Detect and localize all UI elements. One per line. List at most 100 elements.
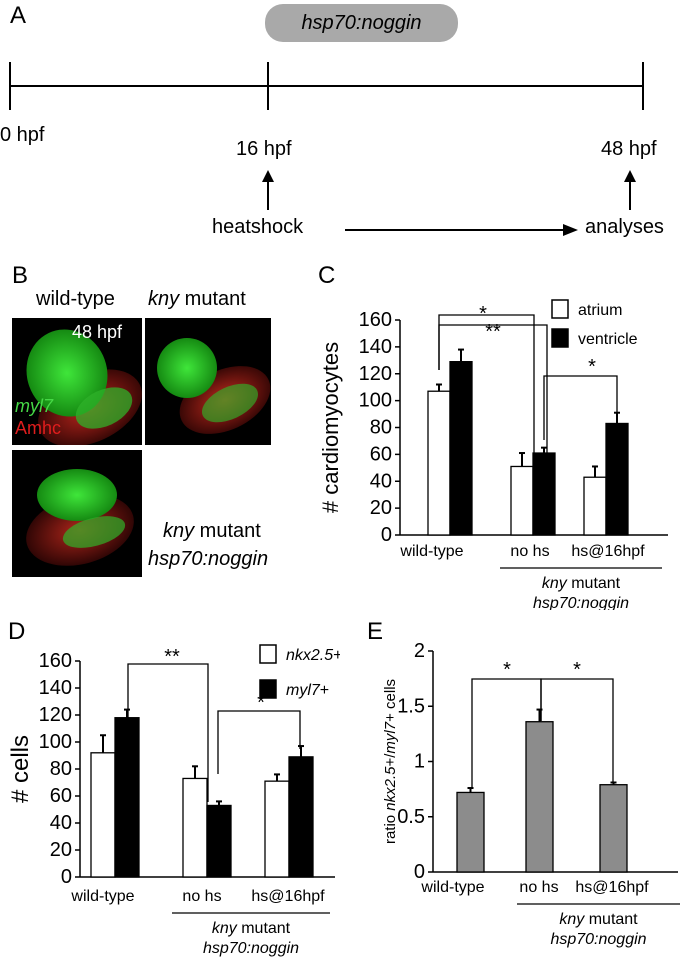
group-label-line1: kny mutant	[212, 920, 291, 937]
kny-noggin-title-line2: hsp70:noggin	[148, 548, 269, 570]
bar-nkx25-2	[264, 780, 290, 878]
legend-swatch	[551, 328, 569, 348]
label-16hpf: 16 hpf	[236, 138, 292, 160]
y-tick-label: 20	[50, 839, 72, 861]
category-label: hs@16hpf	[251, 888, 325, 905]
panel-d-label: D	[8, 618, 26, 645]
bar-series-2	[599, 784, 628, 873]
group-label-line2: hsp70:noggin	[203, 940, 299, 957]
category-label: hs@16hpf	[571, 543, 645, 560]
chart-c: 0 20 40 60 80 100 120 140 160 # cardiomyocytes wil…	[318, 299, 668, 610]
label-analyses: analyses	[585, 216, 664, 238]
significance-bracket	[217, 710, 301, 774]
chart-e: 0 0.5 1 1.5 2 ratio nkx2.5+/myl7+ cells wild-t…	[382, 640, 680, 948]
bar-series-1	[525, 721, 554, 873]
bar-atrium-1	[510, 465, 534, 536]
label-48hpf: 48 hpf	[601, 138, 657, 160]
category-label: no hs	[519, 879, 558, 896]
legend-swatch	[551, 299, 569, 319]
y-tick-label: 40	[50, 812, 72, 834]
y-tick-label: 0	[381, 524, 392, 546]
legend-label: ventricle	[578, 331, 638, 348]
bar-myl7-1	[206, 804, 232, 878]
kny-noggin-title-line1: kny mutant	[163, 520, 261, 542]
legend-label: atrium	[578, 302, 622, 319]
bar-atrium-0	[427, 390, 451, 536]
significance-marker: *	[588, 356, 596, 378]
category-label: wild-type	[70, 888, 134, 905]
y-axis-label: # cardiomyocytes	[318, 342, 343, 513]
y-tick-label: 80	[50, 758, 72, 780]
y-tick-label: 1	[414, 751, 425, 773]
y-tick-label: 160	[359, 309, 392, 331]
group-label-line2: hsp70:noggin	[550, 931, 646, 948]
panel-a-label: A	[10, 2, 27, 29]
micrograph-wildtype: 48 hpf myl7 Amhc	[12, 318, 142, 445]
y-tick-label: 0	[414, 861, 425, 883]
significance-marker: *	[573, 659, 581, 681]
panel-c-label: C	[318, 262, 336, 289]
group-label-line1: kny mutant	[542, 575, 621, 592]
bar-myl7-2	[288, 756, 314, 878]
kny-mutant-title: kny mutant	[148, 288, 246, 310]
significance-marker: *	[503, 659, 511, 681]
y-tick-label: 140	[39, 677, 72, 699]
y-tick-label: 80	[370, 417, 392, 439]
y-tick-label: 0.5	[397, 806, 425, 828]
y-tick-label: 60	[50, 785, 72, 807]
chart-d: 0 20 40 60 80 100 120 140 160 # cells wild-type no …	[7, 644, 340, 957]
bar-nkx25-0	[90, 752, 116, 878]
amhc-marker-label: Amhc	[15, 418, 62, 438]
micrograph-kny-noggin	[12, 450, 142, 577]
wildtype-title: wild-type	[36, 288, 115, 310]
y-tick-label: 160	[39, 650, 72, 672]
y-tick-label: 1.5	[397, 695, 425, 717]
bar-nkx25-1	[182, 777, 208, 878]
significance-bracket	[127, 663, 209, 802]
significance-bracket	[543, 375, 618, 440]
legend-swatch	[259, 644, 277, 664]
significance-marker: **	[485, 321, 501, 343]
category-label: no hs	[510, 543, 549, 560]
group-label-line1: kny mutant	[559, 911, 638, 928]
significance-marker: *	[257, 692, 265, 714]
bar-series-0	[456, 791, 485, 873]
group-label-line2: hsp70:noggin	[533, 595, 629, 610]
category-label: wild-type	[420, 879, 484, 896]
timeline-diagram	[9, 62, 644, 236]
y-axis-label: ratio nkx2.5+/myl7+ cells	[382, 679, 399, 844]
panel-b-label: B	[12, 262, 29, 289]
y-tick-label: 2	[414, 640, 425, 662]
y-tick-label: 0	[61, 866, 72, 888]
category-label: hs@16hpf	[575, 879, 649, 896]
bar-myl7-0	[114, 717, 140, 878]
y-tick-label: 120	[359, 363, 392, 385]
significance-marker: **	[164, 646, 180, 668]
micrograph-kny-mutant	[145, 318, 271, 445]
bar-ventricle-2	[605, 422, 629, 536]
y-axis-label: # cells	[7, 735, 34, 803]
y-tick-label: 120	[39, 704, 72, 726]
label-0hpf: 0 hpf	[0, 124, 45, 146]
label-heatshock: heatshock	[212, 216, 304, 238]
significance-marker: *	[479, 303, 487, 325]
panel-e-label: E	[367, 618, 384, 645]
y-tick-label: 40	[370, 470, 392, 492]
bar-ventricle-0	[449, 361, 473, 536]
significance-bracket	[438, 324, 548, 485]
legend-label: myl7+	[286, 682, 329, 699]
legend-label: nkx2.5+	[286, 647, 340, 664]
stage-label: 48 hpf	[72, 322, 123, 342]
bar-atrium-2	[583, 476, 607, 536]
y-tick-label: 100	[359, 390, 392, 412]
bar-ventricle-1	[532, 452, 556, 536]
y-tick-label: 20	[370, 497, 392, 519]
category-label: wild-type	[399, 543, 463, 560]
legend-swatch	[259, 679, 277, 699]
y-tick-label: 140	[359, 336, 392, 358]
y-tick-label: 60	[370, 443, 392, 465]
y-tick-label: 100	[39, 731, 72, 753]
construct-pill: hsp70:noggin	[265, 4, 458, 42]
myl7-marker-label: myl7	[15, 396, 54, 416]
category-label: no hs	[182, 888, 221, 905]
